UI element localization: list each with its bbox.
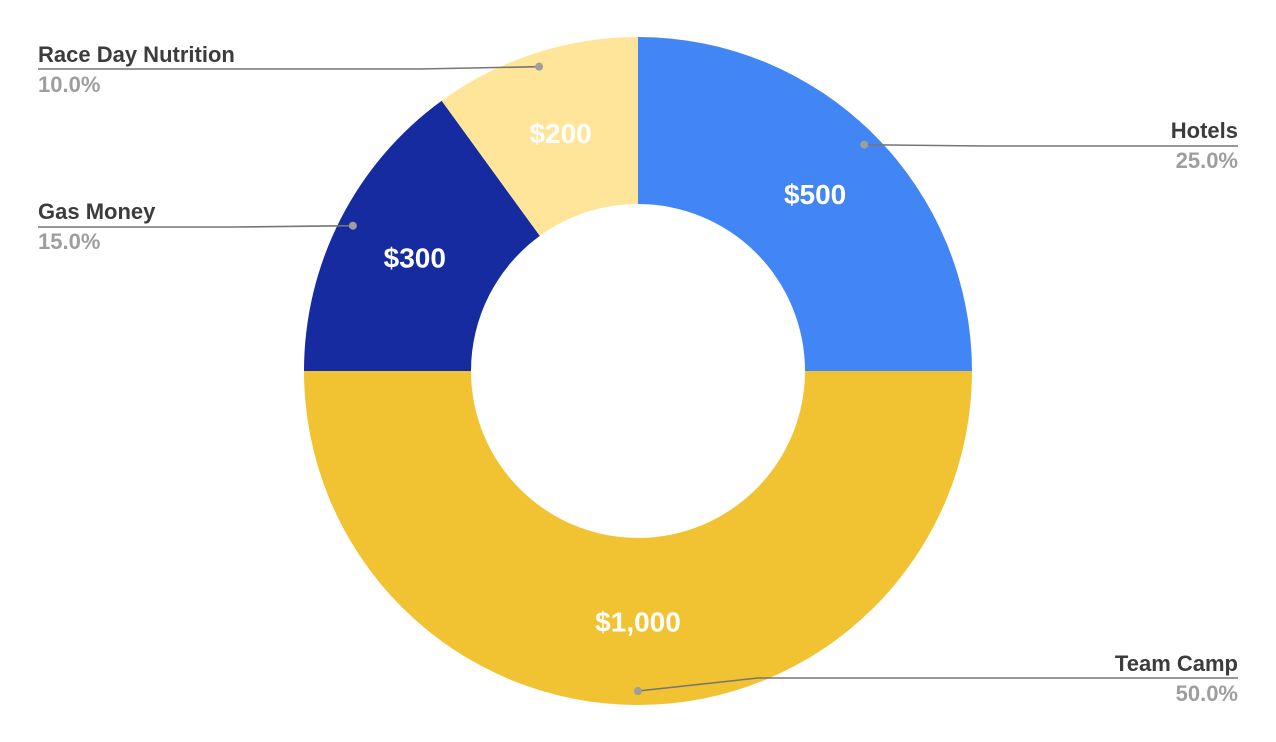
leader-line-gas-money bbox=[38, 224, 353, 228]
legend-name-hotels: Hotels bbox=[1171, 118, 1238, 143]
legend-name-team-camp: Team Camp bbox=[1115, 651, 1238, 676]
legend-percent-gas-money: 15.0% bbox=[38, 229, 100, 254]
chart-value-labels: $500 $1,000 $300 $200 bbox=[384, 118, 847, 638]
legend-percent-team-camp: 50.0% bbox=[1176, 681, 1238, 706]
leader-dot-team-camp bbox=[634, 687, 642, 695]
value-label-team-camp: $1,000 bbox=[595, 607, 681, 638]
value-label-race-day-nutrition: $200 bbox=[529, 118, 591, 149]
slice-team-camp bbox=[304, 371, 972, 705]
legend-name-race-day-nutrition: Race Day Nutrition bbox=[38, 42, 235, 67]
slice-race-day-nutrition bbox=[441, 37, 638, 236]
legend-percent-hotels: 25.0% bbox=[1176, 148, 1238, 173]
value-label-gas-money: $300 bbox=[384, 242, 446, 273]
leader-dot-hotels bbox=[860, 140, 869, 149]
legend-percent-race-day-nutrition: 10.0% bbox=[38, 72, 100, 97]
leader-line-race-day-nutrition bbox=[38, 65, 540, 70]
leader-line-team-camp bbox=[637, 677, 1238, 692]
slice-gas-money bbox=[304, 100, 540, 371]
leader-dot-gas-money bbox=[348, 221, 357, 230]
slice-hotels bbox=[638, 37, 972, 371]
chart-legend-labels: Hotels 25.0% Team Camp 50.0% Gas Money 15.0% R… bbox=[38, 42, 1238, 706]
leader-line-hotels bbox=[864, 143, 1238, 147]
leader-dot-race-day-nutrition bbox=[535, 62, 544, 71]
chart-leader-lines bbox=[38, 62, 1238, 695]
value-label-hotels: $500 bbox=[784, 179, 846, 210]
legend-name-gas-money: Gas Money bbox=[38, 199, 156, 224]
chart-slices bbox=[304, 37, 972, 705]
